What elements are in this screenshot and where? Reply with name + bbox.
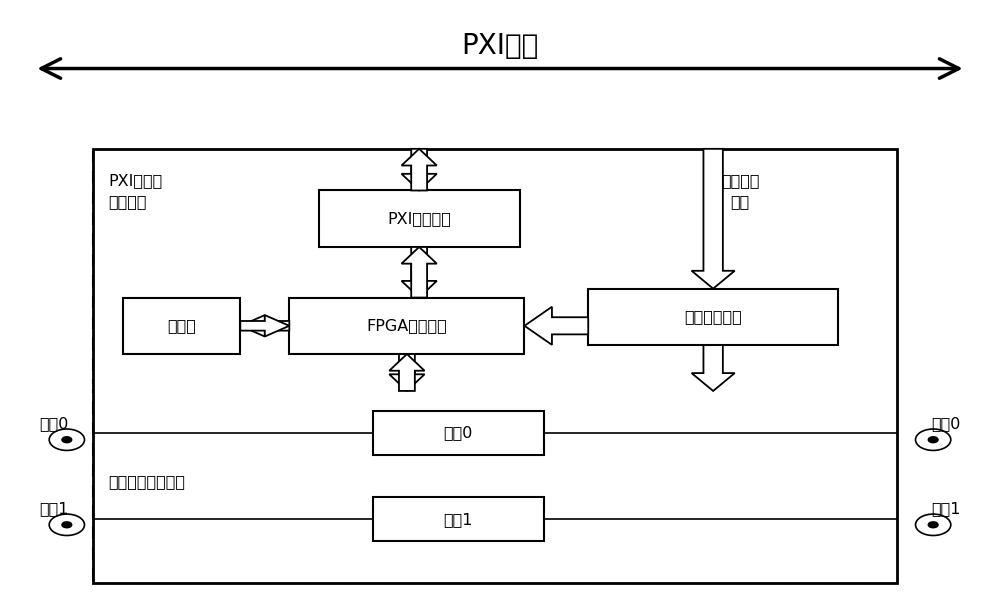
Polygon shape xyxy=(240,315,289,336)
Bar xyxy=(588,289,838,345)
Circle shape xyxy=(62,522,72,527)
Polygon shape xyxy=(240,315,289,336)
Bar xyxy=(289,297,524,354)
Text: 电源管理
单元: 电源管理 单元 xyxy=(721,172,759,209)
Bar xyxy=(123,297,240,354)
Text: PXI接口及
控制单元: PXI接口及 控制单元 xyxy=(108,172,162,209)
Text: 输入1: 输入1 xyxy=(39,501,69,516)
Text: PXI接口电路: PXI接口电路 xyxy=(387,211,451,226)
Circle shape xyxy=(928,522,938,527)
Bar xyxy=(373,497,544,541)
Text: 信号调理通路单元: 信号调理通路单元 xyxy=(108,475,185,489)
Circle shape xyxy=(62,437,72,443)
Text: 输出0: 输出0 xyxy=(931,416,961,431)
Text: FPGA控制电路: FPGA控制电路 xyxy=(367,318,447,333)
Bar xyxy=(93,152,603,384)
Polygon shape xyxy=(692,149,735,289)
Bar xyxy=(554,152,877,384)
Text: 电源控制管理: 电源控制管理 xyxy=(684,310,742,324)
Polygon shape xyxy=(692,345,735,391)
Polygon shape xyxy=(402,149,437,191)
Text: 通道0: 通道0 xyxy=(444,426,473,441)
Polygon shape xyxy=(389,354,425,391)
Polygon shape xyxy=(389,354,425,391)
Polygon shape xyxy=(402,247,437,297)
Polygon shape xyxy=(524,307,588,345)
Text: PXI总线: PXI总线 xyxy=(461,32,539,59)
Text: 存储器: 存储器 xyxy=(167,318,196,333)
Bar xyxy=(373,410,544,455)
Bar xyxy=(319,191,520,247)
Circle shape xyxy=(928,437,938,443)
Polygon shape xyxy=(402,247,437,297)
Text: 输入0: 输入0 xyxy=(39,416,69,431)
Bar xyxy=(93,149,897,583)
Bar xyxy=(93,390,897,583)
Polygon shape xyxy=(402,149,437,191)
Text: 通道1: 通道1 xyxy=(444,512,473,527)
Text: 输出1: 输出1 xyxy=(931,501,961,516)
